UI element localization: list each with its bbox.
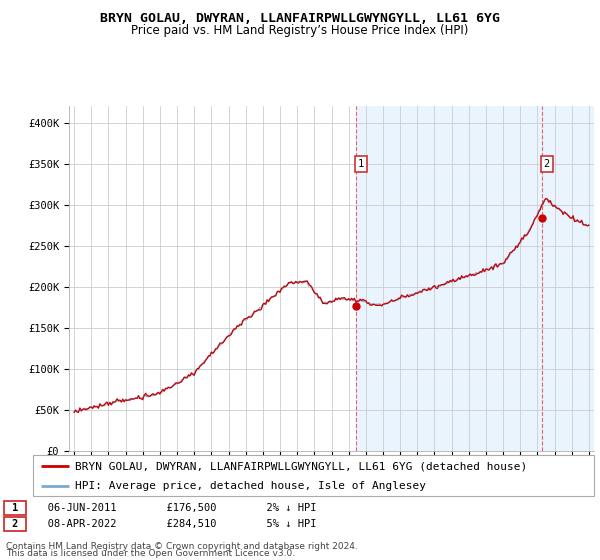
Text: 2: 2 — [12, 519, 18, 529]
Text: Price paid vs. HM Land Registry’s House Price Index (HPI): Price paid vs. HM Land Registry’s House … — [131, 24, 469, 37]
Text: Contains HM Land Registry data © Crown copyright and database right 2024.: Contains HM Land Registry data © Crown c… — [6, 542, 358, 551]
Text: 1: 1 — [12, 503, 18, 513]
Text: HPI: Average price, detached house, Isle of Anglesey: HPI: Average price, detached house, Isle… — [75, 480, 426, 491]
Bar — [356, 106, 598, 451]
Text: This data is licensed under the Open Government Licence v3.0.: This data is licensed under the Open Gov… — [6, 549, 295, 558]
Text: 1: 1 — [358, 159, 364, 169]
Text: BRYN GOLAU, DWYRAN, LLANFAIRPWLLGWYNGYLL, LL61 6YG: BRYN GOLAU, DWYRAN, LLANFAIRPWLLGWYNGYLL… — [100, 12, 500, 25]
Text: 08-APR-2022        £284,510        5% ↓ HPI: 08-APR-2022 £284,510 5% ↓ HPI — [29, 519, 316, 529]
Text: BRYN GOLAU, DWYRAN, LLANFAIRPWLLGWYNGYLL, LL61 6YG (detached house): BRYN GOLAU, DWYRAN, LLANFAIRPWLLGWYNGYLL… — [75, 461, 527, 471]
Text: 2: 2 — [544, 159, 550, 169]
Text: 06-JUN-2011        £176,500        2% ↓ HPI: 06-JUN-2011 £176,500 2% ↓ HPI — [29, 503, 316, 513]
